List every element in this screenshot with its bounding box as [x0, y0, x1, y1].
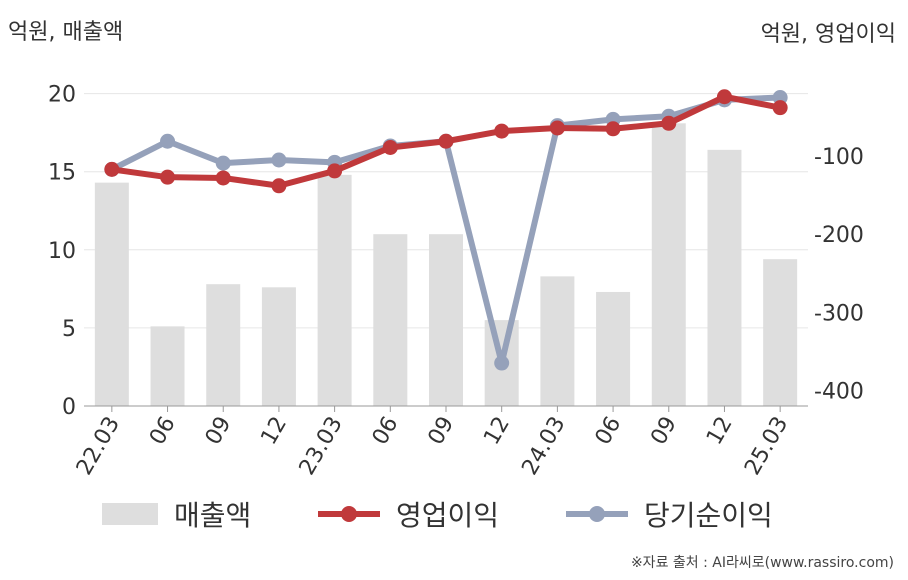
legend-swatch-operating-profit [318, 506, 380, 522]
x-tick-label: 25.03 [740, 413, 793, 480]
operating-profit-point [605, 121, 621, 137]
operating-profit-point [549, 120, 565, 136]
operating-profit-point [438, 133, 454, 149]
operating-profit-point [327, 163, 343, 179]
revenue-bar [651, 123, 686, 407]
x-tick-label: 06 [145, 413, 181, 450]
operating-profit-point [772, 100, 788, 116]
operating-profit-point [494, 123, 510, 139]
left-tick-label: 5 [62, 317, 76, 342]
operating-profit-point [716, 89, 732, 105]
right-tick-label: -400 [814, 379, 864, 404]
net-income-point [160, 133, 176, 149]
revenue-bars [94, 123, 798, 407]
revenue-bar [373, 234, 408, 406]
legend-label-operating-profit: 영업이익 [396, 499, 500, 532]
revenue-bar [763, 259, 798, 406]
legend-label-net-income: 당기순이익 [644, 499, 773, 532]
revenue-bar [94, 182, 129, 406]
revenue-bar [540, 276, 575, 406]
x-tick-label: 09 [201, 413, 237, 450]
legend-swatch-revenue [102, 503, 158, 525]
right-tick-label: -300 [814, 301, 864, 326]
operating-profit-point [661, 115, 677, 131]
legend-swatch-net-income [566, 506, 628, 522]
left-tick-label: 15 [48, 161, 76, 186]
left-axis-title: 억원, 매출액 [8, 20, 124, 45]
right-tick-label: -100 [814, 145, 864, 170]
x-tick-label: 23.03 [295, 413, 348, 480]
x-tick-label: 06 [368, 413, 404, 450]
x-tick-label: 12 [256, 413, 292, 450]
profit-lines [104, 89, 788, 371]
legend-item-operating-profit: 영업이익 [318, 492, 499, 536]
revenue-bar [206, 284, 241, 406]
right-axis-title: 억원, 영업이익 [760, 22, 896, 47]
legend-item-revenue: 매출액 [102, 492, 251, 536]
x-tick-label: 12 [479, 413, 515, 450]
revenue-bar [261, 287, 296, 406]
net-income-point [215, 155, 231, 171]
x-tick-label: 22.03 [72, 413, 125, 480]
net-income-point [271, 152, 287, 168]
x-tick-label: 09 [424, 413, 460, 450]
legend-item-net-income: 당기순이익 [566, 492, 773, 536]
left-tick-label: 20 [48, 83, 76, 108]
legend: 매출액 영업이익 당기순이익 [0, 492, 908, 536]
x-tick-label: 09 [646, 413, 682, 450]
operating-profit-point [160, 169, 176, 185]
x-tick-label: 24.03 [517, 413, 570, 480]
source-note: ※자료 출처 : AI라씨로(www.rassiro.com) [630, 555, 894, 571]
net-income-point [494, 355, 510, 371]
left-tick-label: 0 [62, 395, 76, 420]
revenue-bar [707, 149, 742, 406]
x-tick-label: 06 [591, 413, 627, 450]
operating-profit-point [271, 178, 287, 194]
axes [84, 405, 808, 412]
left-tick-label: 10 [48, 239, 76, 264]
legend-label-revenue: 매출액 [174, 499, 252, 532]
revenue-bar [429, 234, 463, 406]
operating-profit-point [382, 140, 398, 156]
right-tick-label: -200 [814, 223, 864, 248]
x-tick-label: 12 [702, 413, 738, 450]
revenue-bar [317, 174, 352, 406]
revenue-bar [150, 326, 185, 406]
operating-profit-point [104, 161, 120, 177]
revenue-bar [596, 291, 631, 406]
operating-profit-point [215, 170, 231, 186]
